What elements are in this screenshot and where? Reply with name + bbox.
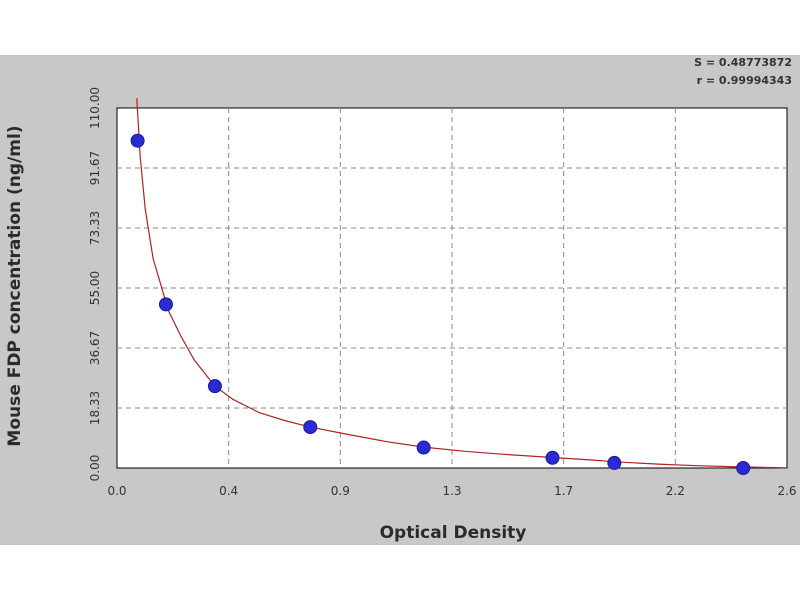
x-tick-label: 0.0 <box>107 484 126 498</box>
x-tick-label: 1.7 <box>554 484 573 498</box>
stats-r-value: r = 0.99994343 <box>697 74 792 87</box>
data-point <box>545 450 560 465</box>
y-tick-label: 36.67 <box>88 331 102 365</box>
data-point <box>303 420 318 435</box>
data-point <box>736 461 751 475</box>
tick-labels: 0.0 0.4 0.9 1.3 1.7 2.2 2.6 0.00 18.33 36.67 55.00… <box>88 87 797 498</box>
x-tick-label: 1.3 <box>442 484 461 498</box>
data-point <box>130 133 145 148</box>
x-tick-label: 0.9 <box>331 484 350 498</box>
y-tick-label: 110.00 <box>88 87 102 129</box>
x-tick-label: 2.2 <box>666 484 685 498</box>
data-point <box>207 379 222 394</box>
y-tick-label: 0.00 <box>88 455 102 482</box>
data-point <box>607 455 622 470</box>
stats-s-value: S = 0.48773872 <box>694 56 792 69</box>
y-tick-label: 55.00 <box>88 271 102 305</box>
grid-lines <box>117 108 787 468</box>
y-tick-label: 73.33 <box>88 211 102 245</box>
x-axis-title: Optical Density <box>380 523 527 543</box>
y-tick-label: 91.67 <box>88 151 102 185</box>
x-tick-label: 2.6 <box>777 484 796 498</box>
data-point <box>158 297 173 312</box>
data-points <box>130 133 751 475</box>
x-tick-label: 0.4 <box>219 484 238 498</box>
data-point <box>416 440 431 455</box>
y-tick-label: 18.33 <box>88 391 102 425</box>
y-axis-title: Mouse FDP concentration (ng/ml) <box>5 125 25 446</box>
